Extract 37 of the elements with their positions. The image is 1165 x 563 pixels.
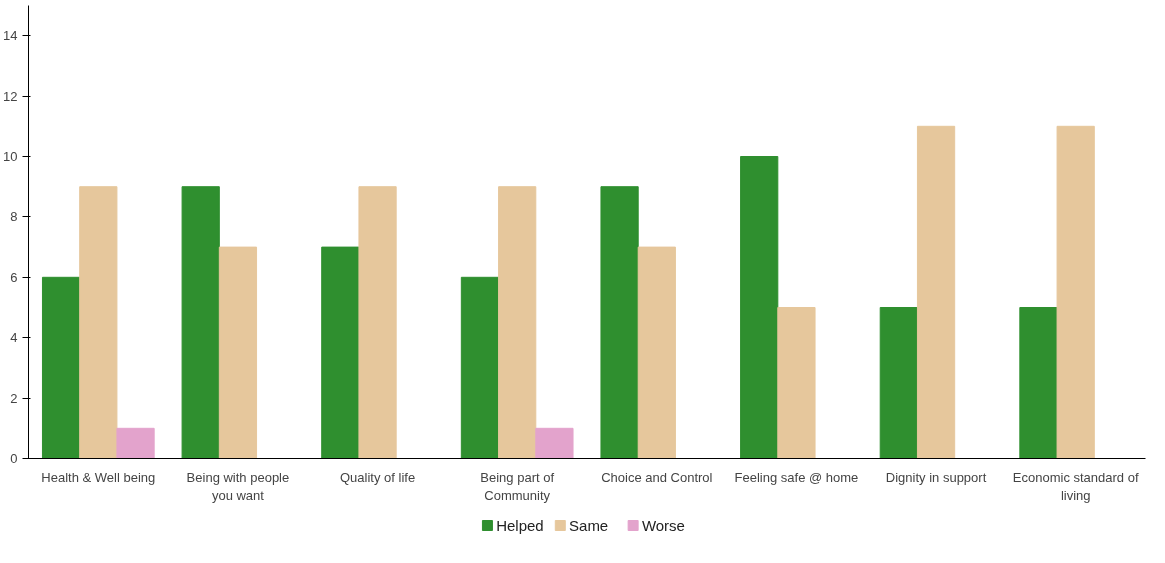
x-tick-label: Health & Well being bbox=[41, 469, 156, 485]
bar bbox=[600, 186, 639, 459]
bar bbox=[916, 125, 956, 459]
legend-label: Helped bbox=[496, 517, 544, 534]
y-tick-label: 0 bbox=[10, 451, 18, 466]
y-tick-label: 10 bbox=[3, 149, 18, 164]
bar bbox=[879, 307, 918, 459]
bar bbox=[218, 246, 258, 459]
bar bbox=[535, 427, 574, 459]
x-tick-label: Economic standard of living bbox=[1012, 469, 1139, 503]
bar bbox=[79, 186, 118, 459]
y-tick-label: 12 bbox=[3, 88, 18, 104]
bar bbox=[460, 276, 500, 459]
y-tick-label: 6 bbox=[10, 269, 18, 285]
y-tick-label: 2 bbox=[10, 390, 18, 406]
bar bbox=[41, 276, 81, 459]
legend-label: Worse bbox=[641, 517, 685, 534]
bar bbox=[181, 186, 220, 459]
x-tick-label: Being with people you want bbox=[186, 469, 290, 503]
x-tick-label: Quality of life bbox=[339, 469, 416, 485]
bar bbox=[1056, 125, 1095, 459]
x-tick-label: Dignity in support bbox=[885, 469, 987, 485]
bar bbox=[637, 246, 676, 459]
y-tick-label: 8 bbox=[10, 209, 18, 225]
bar bbox=[1019, 307, 1058, 459]
bar bbox=[740, 156, 779, 459]
x-tick-label: Being part of Community bbox=[480, 469, 555, 503]
legend-label: Same bbox=[569, 517, 609, 534]
x-tick-label: Choice and Control bbox=[601, 469, 713, 485]
bar bbox=[116, 427, 155, 459]
bar bbox=[358, 186, 397, 459]
y-tick-label: 4 bbox=[10, 330, 18, 346]
bar bbox=[321, 246, 360, 459]
x-tick-label: Feeling safe @ home bbox=[734, 469, 859, 485]
bar bbox=[498, 186, 537, 459]
y-tick-label: 14 bbox=[3, 28, 18, 44]
bar bbox=[777, 307, 816, 459]
